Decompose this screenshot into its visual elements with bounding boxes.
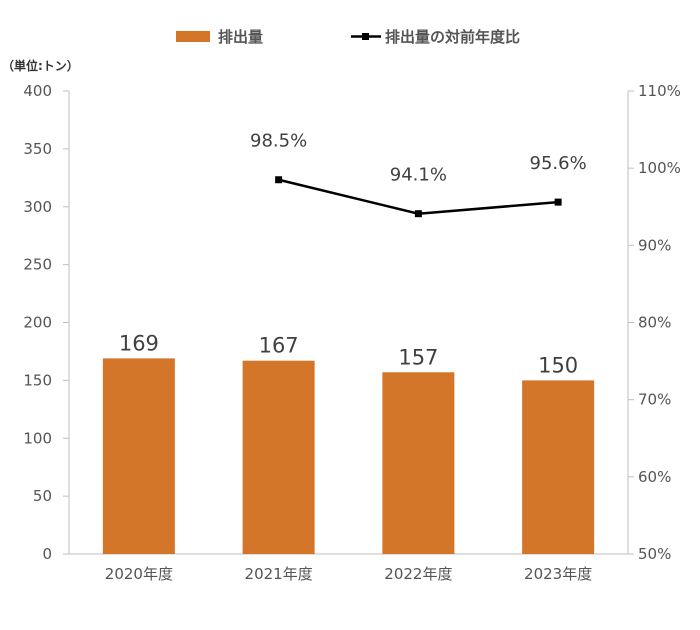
bar [382, 372, 455, 554]
y-right-tick-label: 110% [638, 82, 681, 100]
legend-bar-swatch [176, 31, 210, 42]
y-right-tick-label: 100% [638, 159, 681, 177]
y-right-tick-label: 90% [638, 236, 671, 254]
y-right-tick-label: 70% [638, 391, 671, 409]
bar [102, 358, 175, 554]
x-tick-label: 2022年度 [384, 565, 452, 583]
bar-series [102, 358, 595, 554]
x-tick-label: 2021年度 [245, 565, 313, 583]
y-left-tick-label: 200 [23, 314, 52, 332]
ratio-point [275, 176, 283, 184]
y-left-tick-label: 50 [33, 487, 52, 505]
y-right-tick-label: 50% [638, 545, 671, 563]
legend-line-marker [362, 33, 369, 40]
legend: 排出量 排出量の対前年度比 [176, 28, 520, 46]
legend-line-label: 排出量の対前年度比 [385, 28, 520, 46]
x-tick-label: 2023年度 [524, 565, 592, 583]
bar-value-label: 157 [398, 345, 438, 369]
unit-label: （単位:トン） [2, 58, 79, 73]
data-labels: 169 167 157 150 98.5% 94.1% 95.6% [119, 131, 587, 378]
y-left-tick-label: 100 [23, 429, 52, 447]
bar-value-label: 167 [259, 334, 299, 358]
x-tick-label: 2020年度 [105, 565, 173, 583]
ratio-point [554, 198, 562, 206]
ratio-value-label: 94.1% [390, 165, 447, 186]
y-left-tick-label: 400 [23, 82, 52, 100]
bar-value-label: 150 [538, 353, 578, 377]
y-left-tick-label: 300 [23, 198, 52, 216]
bar [522, 380, 595, 554]
ratio-value-label: 95.6% [530, 153, 587, 174]
y-right-tick-label: 80% [638, 314, 671, 332]
y-left-tick-label: 350 [23, 140, 52, 158]
axes: 0 50 100 150 200 250 300 350 400 50% 60% 70% 80% 90% 1… [23, 82, 681, 583]
y-left-tick-label: 150 [23, 371, 52, 389]
ratio-line-series [275, 176, 562, 218]
y-left-tick-label: 250 [23, 256, 52, 274]
ratio-point [414, 210, 422, 218]
legend-bar-label: 排出量 [218, 28, 263, 46]
y-right-tick-label: 60% [638, 468, 671, 486]
bar [242, 360, 315, 554]
bar-value-label: 169 [119, 331, 159, 355]
ratio-value-label: 98.5% [250, 131, 307, 152]
y-left-tick-label: 0 [42, 545, 52, 563]
